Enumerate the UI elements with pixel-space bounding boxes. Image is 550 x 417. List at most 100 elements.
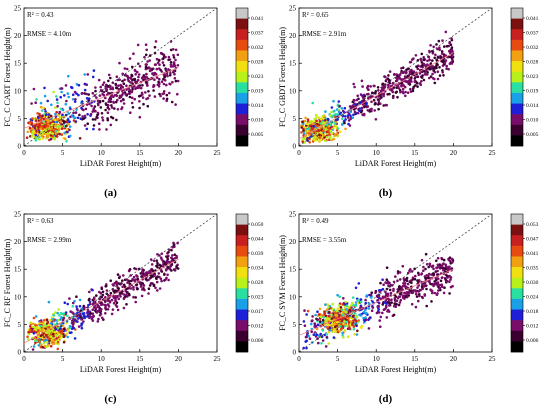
- scatter-point: [341, 109, 345, 113]
- scatter-point: [104, 87, 107, 90]
- colorbar-tick-label: 0.012: [251, 324, 264, 330]
- scatter-point: [382, 94, 385, 98]
- scatter-point: [346, 335, 350, 339]
- scatter-point: [138, 115, 142, 119]
- scatter-point: [160, 279, 163, 283]
- colorbar-segment: [511, 61, 523, 72]
- scatter-point: [392, 304, 396, 308]
- scatter-point: [314, 135, 317, 139]
- scatter-point: [78, 304, 82, 308]
- scatter-point: [359, 298, 362, 301]
- scatter-point: [147, 90, 150, 93]
- scatter-point: [34, 315, 38, 318]
- scatter-point: [357, 282, 361, 285]
- scatter-point: [61, 312, 64, 316]
- scatter-point: [152, 89, 155, 92]
- scatter-point: [343, 329, 347, 332]
- colorbar-segment: [236, 288, 248, 300]
- scatter-point: [411, 276, 415, 279]
- scatter-point: [450, 37, 453, 40]
- scatter-point: [345, 324, 349, 327]
- scatter-point: [110, 115, 113, 119]
- scatter-point: [417, 293, 421, 296]
- scatter-point: [98, 100, 102, 104]
- scatter-point: [415, 295, 419, 298]
- scatter-point: [136, 43, 140, 47]
- scatter-point: [152, 259, 156, 263]
- scatter-point: [308, 141, 311, 144]
- scatter-point: [149, 258, 153, 261]
- scatter-point: [98, 128, 101, 131]
- scatter-point: [341, 117, 344, 121]
- scatter-point: [82, 320, 85, 323]
- scatter-point: [165, 83, 168, 87]
- colorbar-segment: [236, 224, 248, 236]
- scatter-point: [381, 287, 385, 291]
- scatter-point: [99, 85, 102, 89]
- scatter-point: [377, 103, 380, 106]
- scatter-point: [313, 322, 316, 325]
- scatter-point: [156, 289, 159, 292]
- scatter-point: [130, 96, 134, 100]
- scatter-point: [50, 103, 53, 107]
- scatter-point: [428, 76, 431, 80]
- scatter-point: [81, 115, 84, 118]
- scatter-point: [372, 98, 376, 102]
- scatter-point: [362, 316, 365, 320]
- scatter-point: [115, 282, 118, 285]
- scatter-point: [151, 269, 154, 272]
- scatter-point: [370, 309, 374, 312]
- scatter-point: [303, 137, 307, 140]
- scatter-point: [131, 106, 135, 109]
- scatter-point: [305, 313, 308, 316]
- scatter-point: [129, 274, 132, 277]
- scatter-point: [64, 102, 68, 106]
- scatter-point: [311, 315, 314, 318]
- y-tick-label: 10: [14, 293, 22, 301]
- scatter-point: [65, 99, 68, 103]
- scatter-point: [77, 83, 81, 87]
- scatter-point: [118, 61, 121, 65]
- scatter-point: [417, 299, 420, 303]
- scatter-point: [46, 343, 50, 347]
- colorbar-tick-label: 0.005: [526, 132, 539, 138]
- scatter-point: [60, 133, 64, 136]
- scatter-point: [445, 67, 448, 70]
- scatter-point: [88, 297, 91, 301]
- scatter-point: [145, 83, 149, 86]
- colorbar-tick-label: 0.030: [526, 280, 539, 286]
- scatter-point: [83, 114, 87, 118]
- scatter-point: [68, 120, 71, 123]
- colorbar-segment: [511, 277, 523, 289]
- scatter-point: [313, 138, 317, 142]
- scatter-point: [321, 129, 325, 133]
- y-axis-title: FC_C GBDT Forest Height(m): [278, 27, 287, 127]
- scatter-point: [82, 312, 86, 315]
- scatter-point: [54, 112, 57, 116]
- scatter-point: [331, 302, 334, 306]
- scatter-point: [385, 316, 389, 319]
- scatter-point: [73, 299, 76, 303]
- scatter-point: [109, 123, 113, 127]
- scatter-point: [328, 310, 331, 314]
- scatter-point: [304, 116, 307, 120]
- x-axis-title: LiDAR Forest Height(m): [80, 365, 162, 374]
- scatter-point: [306, 118, 310, 121]
- scatter-point: [170, 269, 173, 272]
- scatter-point: [426, 71, 429, 74]
- scatter-point: [397, 303, 401, 307]
- scatter-point: [410, 270, 414, 273]
- scatter-point: [447, 258, 450, 261]
- one-to-one-line: [298, 213, 493, 353]
- x-tick-label: 10: [98, 355, 106, 363]
- scatter-point: [101, 99, 105, 103]
- scatter-point: [91, 288, 94, 292]
- scatter-point: [429, 62, 433, 65]
- scatter-point: [137, 84, 140, 88]
- scatter-point: [174, 103, 177, 106]
- scatter-point: [51, 135, 55, 138]
- scatter-point: [336, 320, 339, 324]
- scatter-point: [333, 122, 337, 125]
- scatter-point: [440, 52, 444, 55]
- scatter-point: [376, 86, 380, 89]
